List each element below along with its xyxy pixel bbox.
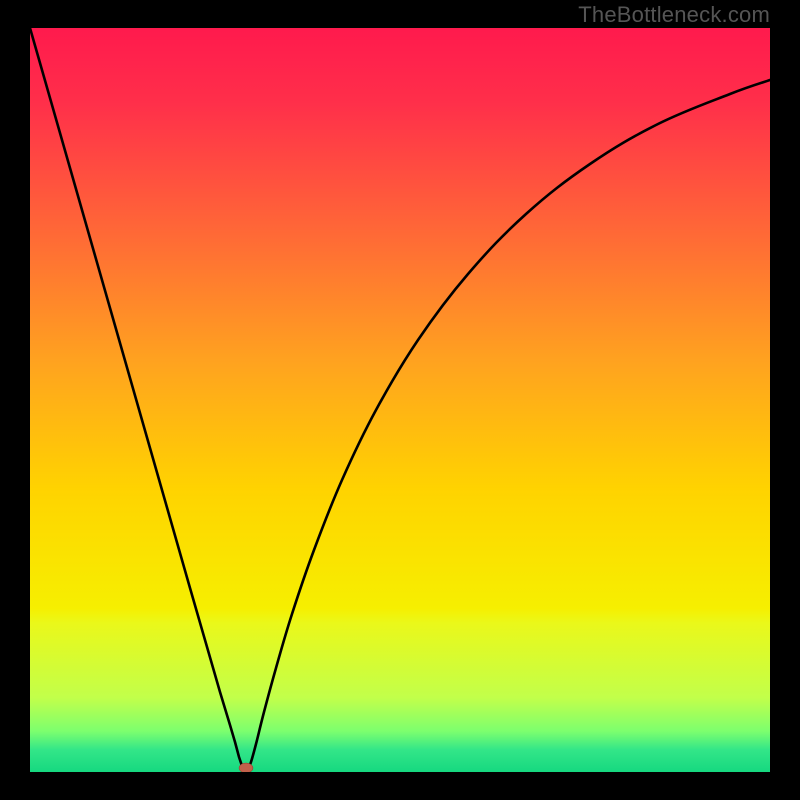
chart-frame: TheBottleneck.com [0, 0, 800, 800]
plot-area [30, 28, 770, 773]
gradient-background [30, 28, 770, 772]
minimum-marker-icon [239, 763, 253, 773]
watermark-text: TheBottleneck.com [578, 2, 770, 28]
bottleneck-curve-chart [0, 0, 800, 800]
